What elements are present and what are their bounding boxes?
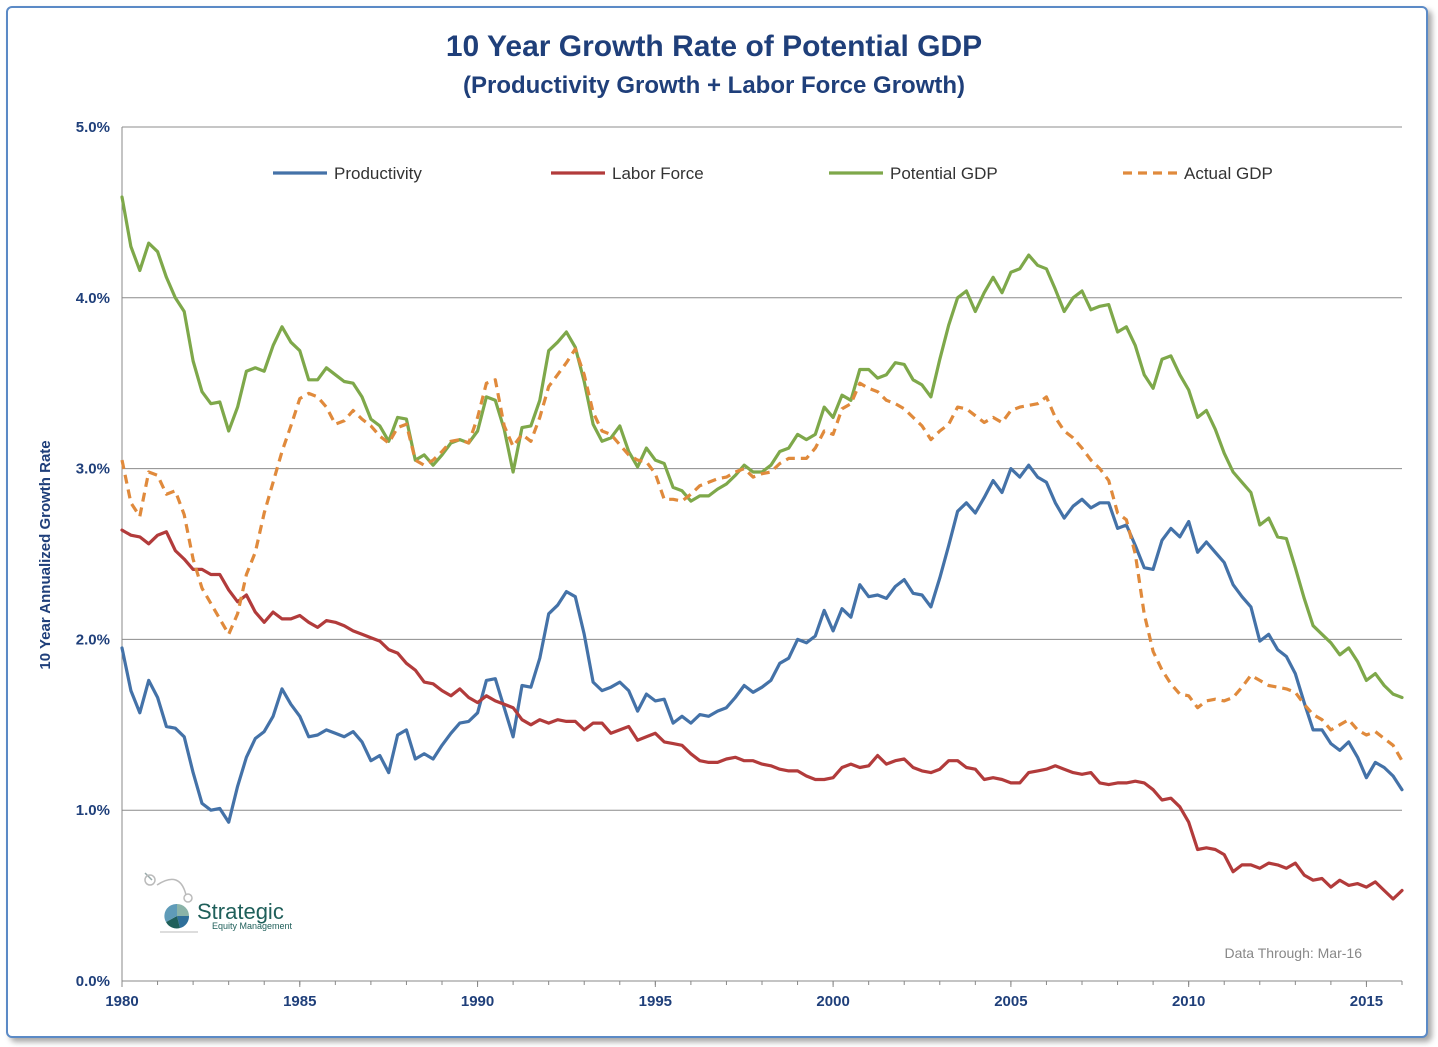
chart-subtitle: (Productivity Growth + Labor Force Growt… — [463, 72, 965, 99]
logo-name: Strategic — [197, 899, 284, 924]
logo-tagline: Equity Management — [212, 921, 293, 931]
legend-label-actual-gdp: Actual GDP — [1184, 164, 1273, 183]
y-tick-label: 2.0% — [76, 631, 110, 648]
x-tick-label: 2000 — [816, 993, 849, 1010]
chart-title: 10 Year Growth Rate of Potential GDP — [446, 30, 982, 63]
x-tick-label: 1990 — [461, 993, 494, 1010]
x-axis-ticks: 1980 1985 1990 1995 2000 2005 2010 2015 — [105, 981, 1403, 1010]
y-tick-label: 4.0% — [76, 290, 110, 307]
y-tick-label: 3.0% — [76, 461, 110, 478]
series-line-potential-gdp — [120, 195, 1404, 700]
series-line-actual-gdp — [120, 347, 1404, 762]
logo-pie-icon — [144, 872, 198, 933]
series-line-labor-force — [120, 528, 1404, 901]
logo: Strategic Equity Management — [144, 872, 293, 933]
y-tick-label: 1.0% — [76, 802, 110, 819]
y-tick-label: 0.0% — [76, 973, 110, 990]
y-axis-ticks: 0.0% 1.0% 2.0% 3.0% 4.0% 5.0% — [76, 119, 110, 990]
x-tick-label: 1995 — [639, 993, 672, 1010]
y-axis-label: 10 Year Annualized Growth Rate — [37, 440, 54, 669]
x-tick-label: 2010 — [1172, 993, 1205, 1010]
legend-label-potential-gdp: Potential GDP — [890, 164, 998, 183]
series-lines — [120, 195, 1404, 901]
legend: Productivity Labor Force Potential GDP Actu… — [273, 164, 1273, 183]
x-tick-label: 1985 — [283, 993, 316, 1010]
x-tick-label: 2015 — [1350, 993, 1383, 1010]
legend-label-productivity: Productivity — [334, 164, 422, 183]
x-tick-label: 2005 — [994, 993, 1027, 1010]
chart-frame — [6, 6, 1428, 1038]
data-through-note: Data Through: Mar-16 — [1225, 945, 1363, 961]
y-tick-label: 5.0% — [76, 119, 110, 136]
series-line-productivity — [120, 463, 1404, 824]
x-tick-label: 1980 — [105, 993, 138, 1010]
gridlines — [122, 126, 1402, 811]
legend-label-labor-force: Labor Force — [612, 164, 704, 183]
